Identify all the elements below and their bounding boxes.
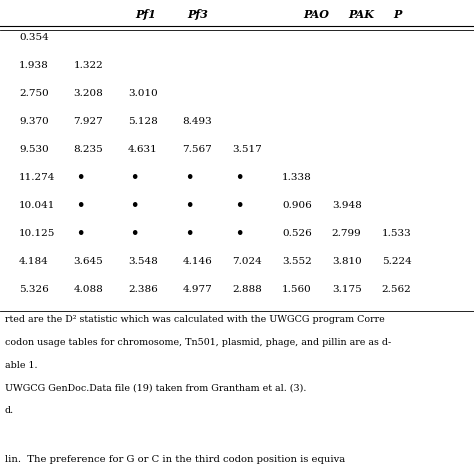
- Text: •: •: [235, 171, 243, 184]
- Text: 3.208: 3.208: [73, 90, 103, 98]
- Text: 5.326: 5.326: [19, 285, 49, 294]
- Text: able 1.: able 1.: [5, 361, 37, 370]
- Text: 5.224: 5.224: [382, 257, 411, 266]
- Text: 2.750: 2.750: [19, 90, 49, 98]
- Text: 8.235: 8.235: [73, 146, 103, 154]
- Text: lin.  The preference for G or C in the third codon position is equiva: lin. The preference for G or C in the th…: [5, 455, 345, 464]
- Text: 0.526: 0.526: [282, 229, 312, 238]
- Text: •: •: [185, 171, 193, 184]
- Text: 7.927: 7.927: [73, 118, 103, 126]
- Text: 1.938: 1.938: [19, 62, 49, 70]
- Text: 2.386: 2.386: [128, 285, 158, 294]
- Text: •: •: [130, 227, 139, 240]
- Text: 0.906: 0.906: [282, 201, 312, 210]
- Text: 4.977: 4.977: [182, 285, 212, 294]
- Text: 2.562: 2.562: [382, 285, 411, 294]
- Text: •: •: [130, 199, 139, 212]
- Text: 9.370: 9.370: [19, 118, 49, 126]
- Text: 4.631: 4.631: [128, 146, 158, 154]
- Text: 3.810: 3.810: [332, 257, 362, 266]
- Text: •: •: [76, 227, 84, 240]
- Text: 8.493: 8.493: [182, 118, 212, 126]
- Text: 4.146: 4.146: [182, 257, 212, 266]
- Text: PAK: PAK: [348, 9, 374, 20]
- Text: 2.799: 2.799: [332, 229, 362, 238]
- Text: rted are the D² statistic which was calculated with the UWGCG program Corre: rted are the D² statistic which was calc…: [5, 315, 384, 324]
- Text: 3.552: 3.552: [282, 257, 312, 266]
- Text: •: •: [76, 199, 84, 212]
- Text: •: •: [235, 199, 243, 212]
- Text: Pf3: Pf3: [187, 9, 208, 20]
- Text: codon usage tables for chromosome, Tn501, plasmid, phage, and pillin are as d-: codon usage tables for chromosome, Tn501…: [5, 338, 391, 347]
- Text: P: P: [393, 9, 402, 20]
- Text: 0.354: 0.354: [19, 34, 49, 42]
- Text: Pf1: Pf1: [135, 9, 156, 20]
- Text: 3.517: 3.517: [232, 146, 262, 154]
- Text: 3.948: 3.948: [332, 201, 362, 210]
- Text: d.: d.: [5, 406, 14, 415]
- Text: 1.560: 1.560: [282, 285, 312, 294]
- Text: •: •: [185, 227, 193, 240]
- Text: 4.184: 4.184: [19, 257, 49, 266]
- Text: •: •: [185, 199, 193, 212]
- Text: 10.125: 10.125: [19, 229, 55, 238]
- Text: 3.645: 3.645: [73, 257, 103, 266]
- Text: PAO: PAO: [303, 9, 329, 20]
- Text: 2.888: 2.888: [232, 285, 262, 294]
- Text: 3.010: 3.010: [128, 90, 158, 98]
- Text: 7.567: 7.567: [182, 146, 212, 154]
- Text: 10.041: 10.041: [19, 201, 55, 210]
- Text: 1.338: 1.338: [282, 173, 312, 182]
- Text: 1.322: 1.322: [73, 62, 103, 70]
- Text: 7.024: 7.024: [232, 257, 262, 266]
- Text: •: •: [235, 227, 243, 240]
- Text: 4.088: 4.088: [73, 285, 103, 294]
- Text: 3.548: 3.548: [128, 257, 158, 266]
- Text: •: •: [76, 171, 84, 184]
- Text: 9.530: 9.530: [19, 146, 49, 154]
- Text: •: •: [130, 171, 139, 184]
- Text: UWGCG GenDoc.Data file (19) taken from Grantham et al. (3).: UWGCG GenDoc.Data file (19) taken from G…: [5, 383, 306, 392]
- Text: 3.175: 3.175: [332, 285, 362, 294]
- Text: 5.128: 5.128: [128, 118, 158, 126]
- Text: 1.533: 1.533: [382, 229, 411, 238]
- Text: 11.274: 11.274: [19, 173, 55, 182]
